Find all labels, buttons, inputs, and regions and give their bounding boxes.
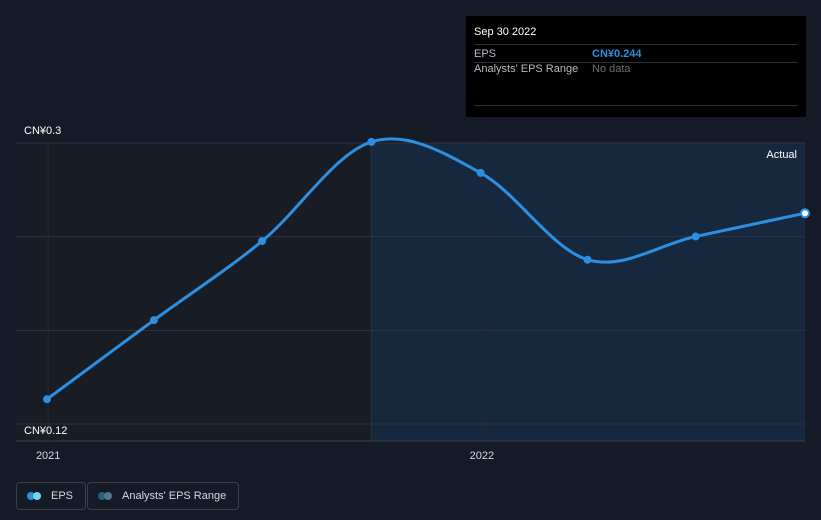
grid-lines (16, 142, 805, 442)
eps-point (367, 137, 376, 146)
tooltip-eps-value: CN¥0.244 (592, 47, 642, 60)
x-tick-label: 2022 (470, 450, 494, 462)
range-swatch-icon (98, 492, 114, 500)
actual-region-label: Actual (766, 149, 797, 161)
tooltip-range-row: Analysts' EPS Range No data (474, 62, 798, 106)
eps-point (800, 208, 810, 219)
tooltip-date: Sep 30 2022 (474, 26, 537, 38)
eps-point (258, 237, 267, 246)
tooltip-eps-label: EPS (474, 47, 497, 60)
y-axis-bottom-label: CN¥0.12 (24, 425, 67, 437)
eps-point (476, 168, 485, 177)
axis-labels: CN¥0.3 CN¥0.12 Actual 2021 2022 (24, 125, 797, 462)
tooltip-range-value: No data (592, 63, 631, 75)
eps-line (45, 137, 807, 401)
tooltip-panel: Sep 30 2022 EPS CN¥0.244 Analysts' EPS R… (466, 16, 806, 117)
eps-line-layer (43, 137, 810, 404)
eps-point (583, 255, 592, 264)
tooltip-range-label: Analysts' EPS Range (474, 63, 579, 75)
actual-region (371, 143, 805, 441)
legend-eps[interactable]: EPS (16, 482, 87, 510)
eps-point (149, 316, 158, 325)
eps-swatch-icon (27, 492, 43, 500)
eps-point (691, 232, 700, 241)
x-tick-label: 2021 (36, 450, 60, 462)
legend-eps-label: EPS (51, 490, 74, 502)
legend-analysts-range[interactable]: Analysts' EPS Range (87, 482, 240, 510)
legend-range-label: Analysts' EPS Range (122, 490, 227, 502)
chart-regions (16, 143, 805, 441)
y-axis-top-label: CN¥0.3 (24, 125, 61, 137)
tooltip-eps-row: EPS CN¥0.244 (474, 44, 798, 62)
eps-point (43, 395, 51, 404)
